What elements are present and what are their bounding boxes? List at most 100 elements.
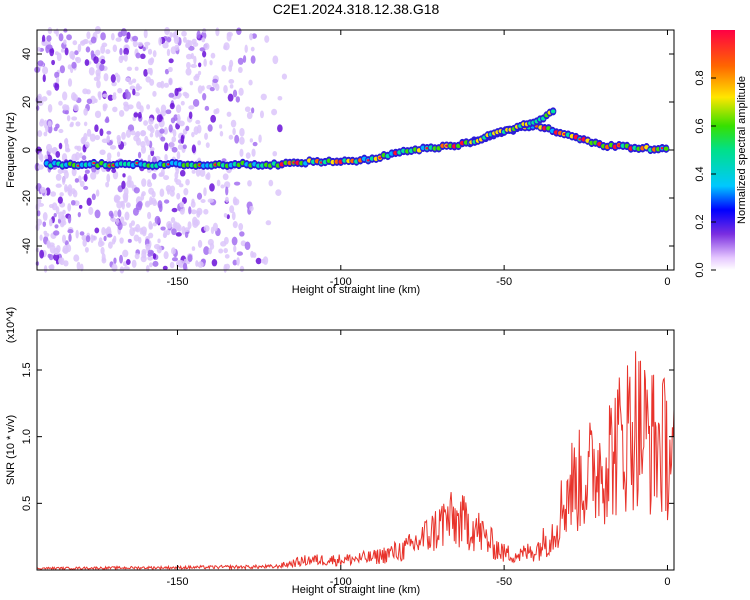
- spectral-speckle: [77, 43, 82, 53]
- spectral-speckle: [133, 112, 139, 118]
- spectral-speckle: [149, 132, 154, 138]
- spectral-speckle: [139, 105, 144, 114]
- spectral-speckle: [100, 59, 106, 65]
- spectral-speckle: [204, 132, 208, 140]
- spectral-speckle: [231, 236, 238, 246]
- spectral-speckle: [100, 32, 106, 41]
- spectral-speckle: [135, 52, 141, 59]
- spectral-speckle: [170, 247, 176, 255]
- spectral-speckle: [154, 123, 159, 130]
- spectral-speckle: [188, 45, 195, 51]
- spectral-speckle: [132, 207, 139, 216]
- spectral-speckle: [42, 221, 47, 227]
- spectral-speckle: [67, 184, 73, 193]
- spectral-speckle: [81, 155, 87, 161]
- colorbar-label: Normalized spectral amplitude: [736, 76, 748, 224]
- spectral-speckle: [218, 248, 224, 254]
- spectral-speckle: [195, 119, 201, 125]
- spectral-speckle: [37, 198, 42, 205]
- spectral-speckle: [223, 212, 228, 218]
- spectral-speckle: [39, 153, 44, 163]
- snr-x-label: Height of straight line (km): [292, 584, 420, 596]
- spectral-speckle: [221, 64, 227, 72]
- spectral-speckle: [74, 178, 79, 183]
- snr-panel: -150 -100 -50 0 0.5 1.0 1.5 Height of straigh…: [5, 307, 675, 596]
- spectral-speckle: [171, 228, 177, 236]
- spectral-speckle: [188, 206, 192, 215]
- spectrogram-x-ticks: -150 -100 -50 0: [166, 30, 671, 288]
- spectral-speckle: [223, 236, 229, 245]
- spectral-speckle: [116, 137, 122, 146]
- spectral-speckle: [156, 114, 163, 123]
- spectral-speckle: [67, 214, 72, 224]
- spectral-speckle: [150, 149, 155, 157]
- colorbar-tick-label: 0.2: [694, 214, 706, 229]
- spectral-speckle: [171, 257, 179, 262]
- spectral-speckle: [110, 32, 115, 41]
- spectral-speckle: [179, 201, 185, 208]
- spectral-speckle: [82, 238, 87, 247]
- spectral-speckle: [178, 120, 185, 127]
- y-tick-label: 0.5: [21, 496, 33, 511]
- spectral-speckle: [35, 247, 40, 253]
- spectral-speckle: [174, 44, 180, 51]
- spectral-speckle: [202, 28, 207, 34]
- spectral-speckle: [59, 221, 65, 228]
- spectral-speckle: [173, 221, 178, 229]
- spectral-speckle: [143, 68, 148, 77]
- spectral-speckle: [244, 44, 248, 53]
- spectral-speckle: [66, 34, 72, 41]
- y-tick-label: 40: [21, 48, 33, 60]
- spectral-speckle: [231, 211, 236, 221]
- spectral-speckle: [84, 141, 90, 148]
- spectral-speckle: [134, 253, 140, 260]
- spectral-speckle: [168, 77, 173, 86]
- spectral-speckle: [210, 52, 216, 59]
- spectral-speckle: [46, 35, 52, 42]
- spectral-speckle: [90, 36, 97, 44]
- spectral-speckle: [81, 234, 88, 241]
- spectral-speckle: [48, 218, 53, 227]
- spectral-speckle: [132, 35, 139, 42]
- spectral-speckle: [67, 203, 72, 212]
- spectral-speckle: [203, 225, 210, 232]
- y-tick-label: 0: [21, 147, 33, 153]
- spectral-speckle: [203, 42, 210, 51]
- spectral-speckle: [101, 257, 107, 264]
- spectral-speckle: [122, 173, 126, 178]
- branch-core: [550, 109, 556, 114]
- spectral-speckle: [228, 79, 235, 84]
- spectral-speckle: [181, 30, 187, 37]
- spectral-speckle: [69, 50, 75, 60]
- ridge-peak: [92, 161, 96, 165]
- spectral-speckle: [249, 138, 254, 143]
- spectral-speckle: [59, 65, 66, 74]
- spectral-speckle: [188, 105, 195, 110]
- spectral-speckle: [47, 124, 53, 134]
- spectral-speckle: [235, 96, 241, 103]
- x-tick-label: -100: [330, 276, 352, 288]
- spectral-speckle: [37, 99, 44, 106]
- spectral-speckle: [106, 136, 110, 143]
- spectral-speckle: [227, 93, 234, 102]
- spectral-speckle: [118, 110, 125, 117]
- spectral-speckle: [106, 130, 112, 135]
- spectral-speckle: [43, 131, 48, 137]
- spectral-speckle: [110, 74, 116, 83]
- x-tick-label: -100: [330, 576, 352, 588]
- spectral-speckle: [148, 262, 153, 268]
- spectral-speckle: [197, 85, 203, 94]
- spectral-speckle: [239, 148, 244, 157]
- spectral-speckle: [185, 53, 193, 60]
- spectral-speckle: [136, 85, 143, 90]
- spectral-speckle: [180, 100, 185, 106]
- spectral-speckle: [103, 235, 107, 242]
- spectral-speckle: [238, 223, 244, 231]
- spectral-speckle: [70, 121, 74, 127]
- spectral-speckle: [112, 44, 118, 53]
- spectral-speckle: [57, 168, 64, 174]
- spectral-speckle: [141, 178, 147, 187]
- spectral-speckle: [226, 214, 230, 220]
- spectral-speckle: [202, 50, 207, 58]
- spectral-speckle: [184, 92, 190, 99]
